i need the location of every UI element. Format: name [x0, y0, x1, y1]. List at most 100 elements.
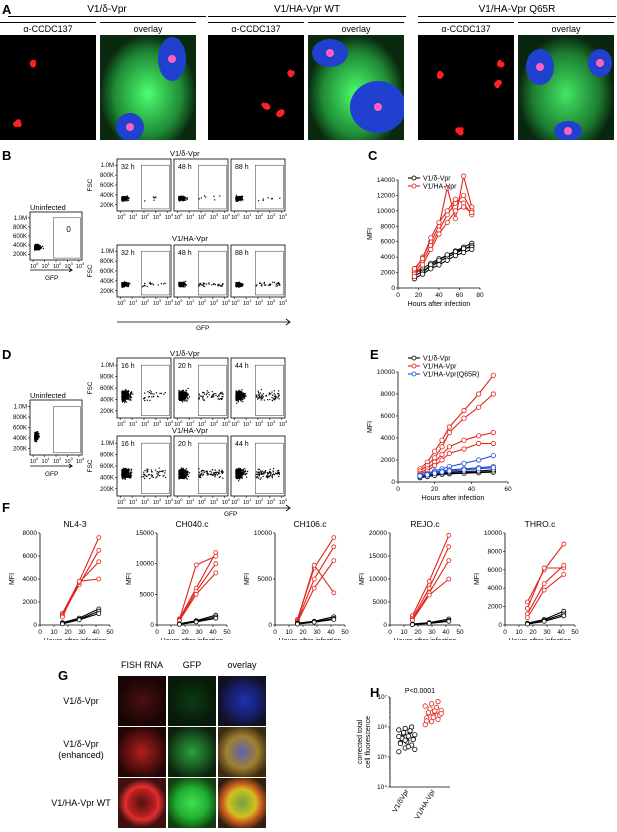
event-dot	[238, 196, 240, 198]
event-dot	[278, 284, 280, 286]
event-dot	[256, 284, 258, 286]
event-dot	[147, 474, 149, 476]
event-dot	[264, 472, 266, 474]
event-dot	[259, 282, 262, 285]
y-tick-label: 800K	[100, 375, 114, 381]
event-dot	[267, 476, 269, 479]
event-dot	[130, 393, 132, 396]
event-dot	[125, 398, 127, 401]
event-dot	[216, 471, 218, 473]
x-tick-label: 10	[279, 500, 285, 506]
event-dot	[127, 396, 129, 398]
event-dot	[183, 392, 185, 394]
event-dot	[184, 198, 186, 201]
time-label: 32 h	[121, 250, 135, 257]
event-dot	[155, 469, 157, 471]
x-tick-label: 60	[504, 486, 512, 493]
event-dot	[35, 245, 37, 248]
event-dot	[153, 393, 155, 395]
event-dot	[126, 195, 128, 197]
data-point	[444, 185, 450, 191]
event-dot	[155, 477, 157, 479]
event-dot	[178, 471, 180, 473]
event-dot	[123, 392, 125, 394]
gfp-axis-label: GFP	[45, 275, 58, 282]
x-tick-exponent: 1	[249, 497, 252, 502]
x-tick-exponent: 3	[159, 419, 162, 424]
red-speckle	[264, 104, 271, 110]
event-dot	[127, 199, 130, 201]
legend-entry: V1/HA-Vpr	[423, 364, 457, 371]
event-dot	[124, 477, 126, 479]
x-tick-label: 20	[415, 292, 423, 299]
series-line	[61, 537, 100, 614]
event-dot	[128, 197, 130, 200]
event-dot	[217, 395, 219, 398]
x-tick-label: 10	[42, 459, 48, 465]
y-tick-label: 800K	[100, 173, 114, 179]
event-dot	[220, 398, 223, 400]
event-dot	[182, 393, 184, 395]
event-dot	[237, 474, 239, 476]
event-dot	[125, 475, 128, 477]
micrograph-svg	[518, 35, 614, 140]
x-tick-label: 10	[53, 264, 59, 270]
event-dot	[180, 391, 182, 394]
event-dot	[183, 196, 185, 198]
event-dot	[125, 475, 127, 477]
event-dot	[124, 399, 126, 401]
x-tick-label: 10	[279, 301, 285, 307]
event-dot	[244, 393, 246, 395]
y-tick-label: 5000	[258, 576, 273, 583]
event-dot	[277, 281, 280, 284]
event-dot	[221, 471, 224, 473]
event-dot	[214, 283, 216, 286]
x-tick-label: 10	[50, 629, 58, 636]
y-axis-label: MFI	[9, 573, 16, 585]
event-dot	[182, 473, 184, 475]
x-tick-exponent: 0	[180, 298, 183, 303]
data-point	[439, 451, 445, 458]
event-dot	[121, 283, 124, 285]
event-dot	[186, 395, 188, 397]
gate-box	[140, 164, 170, 210]
event-dot	[122, 471, 124, 473]
event-dot	[121, 200, 123, 202]
event-dot	[239, 474, 241, 476]
event-dot	[125, 390, 127, 392]
x-tick-label: 10	[174, 500, 180, 506]
event-dot	[237, 398, 239, 400]
panel-f-charts: 0200040006000800001020304050Hours after …	[9, 519, 579, 640]
x-tick-label: 10	[141, 215, 147, 221]
event-dot	[279, 284, 281, 286]
y-tick-label: 5000	[140, 591, 155, 598]
data-point	[490, 391, 496, 397]
event-dot	[121, 401, 124, 403]
event-dot	[128, 282, 130, 284]
event-dot	[178, 473, 180, 476]
event-dot	[242, 393, 244, 395]
event-dot	[180, 477, 182, 479]
event-dot	[179, 197, 182, 199]
data-point	[476, 466, 482, 472]
event-dot	[219, 195, 221, 197]
event-dot	[238, 477, 240, 479]
event-dot	[200, 471, 202, 473]
plot-frame	[173, 357, 229, 419]
event-dot	[179, 197, 181, 199]
event-dot	[184, 396, 187, 398]
event-dot	[186, 471, 189, 473]
event-dot	[122, 394, 124, 397]
event-dot	[261, 395, 263, 397]
event-dot	[126, 197, 128, 199]
event-dot	[128, 473, 130, 475]
event-dot	[239, 395, 241, 397]
gate-value: 0	[66, 225, 71, 234]
event-dot	[150, 283, 152, 285]
row1-title: V1/δ-Vpr	[170, 150, 200, 158]
event-dot	[148, 391, 151, 394]
event-dot	[206, 390, 208, 392]
x-tick-label: 10	[198, 301, 204, 307]
panel-c-letter: C	[368, 148, 378, 163]
